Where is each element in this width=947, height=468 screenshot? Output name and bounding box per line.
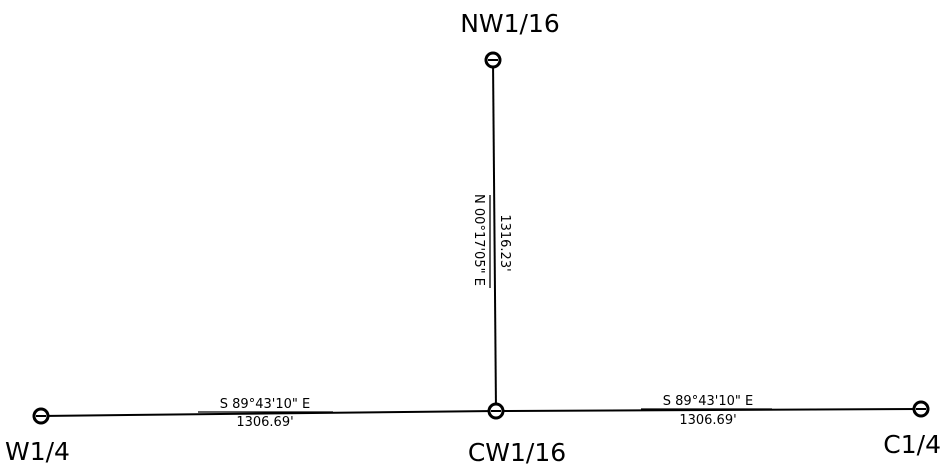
north-bearing-group: N 00°17'05" E	[471, 194, 486, 286]
monument-c14	[912, 400, 930, 418]
north-line	[492, 59, 497, 412]
monument-cw116	[487, 402, 505, 420]
east-line	[495, 408, 922, 412]
north-distance: 1316.23'	[497, 214, 512, 271]
west-distance: 1306.69'	[236, 415, 293, 430]
label-w14: W1/4	[5, 437, 70, 466]
north-bearing: N 00°17'05" E	[471, 194, 486, 286]
label-c14: C1/4	[883, 430, 941, 459]
label-cw116: CW1/16	[468, 438, 566, 467]
east-distance: 1306.69'	[679, 413, 736, 428]
label-nw116: NW1/16	[460, 9, 560, 38]
west-bearing: S 89°43'10" E	[220, 397, 310, 412]
monument-w14	[32, 407, 50, 425]
north-distance-group: 1316.23'	[497, 214, 512, 271]
monument-nw116	[484, 51, 502, 69]
east-bearing: S 89°43'10" E	[663, 394, 753, 409]
west-line	[40, 410, 497, 417]
